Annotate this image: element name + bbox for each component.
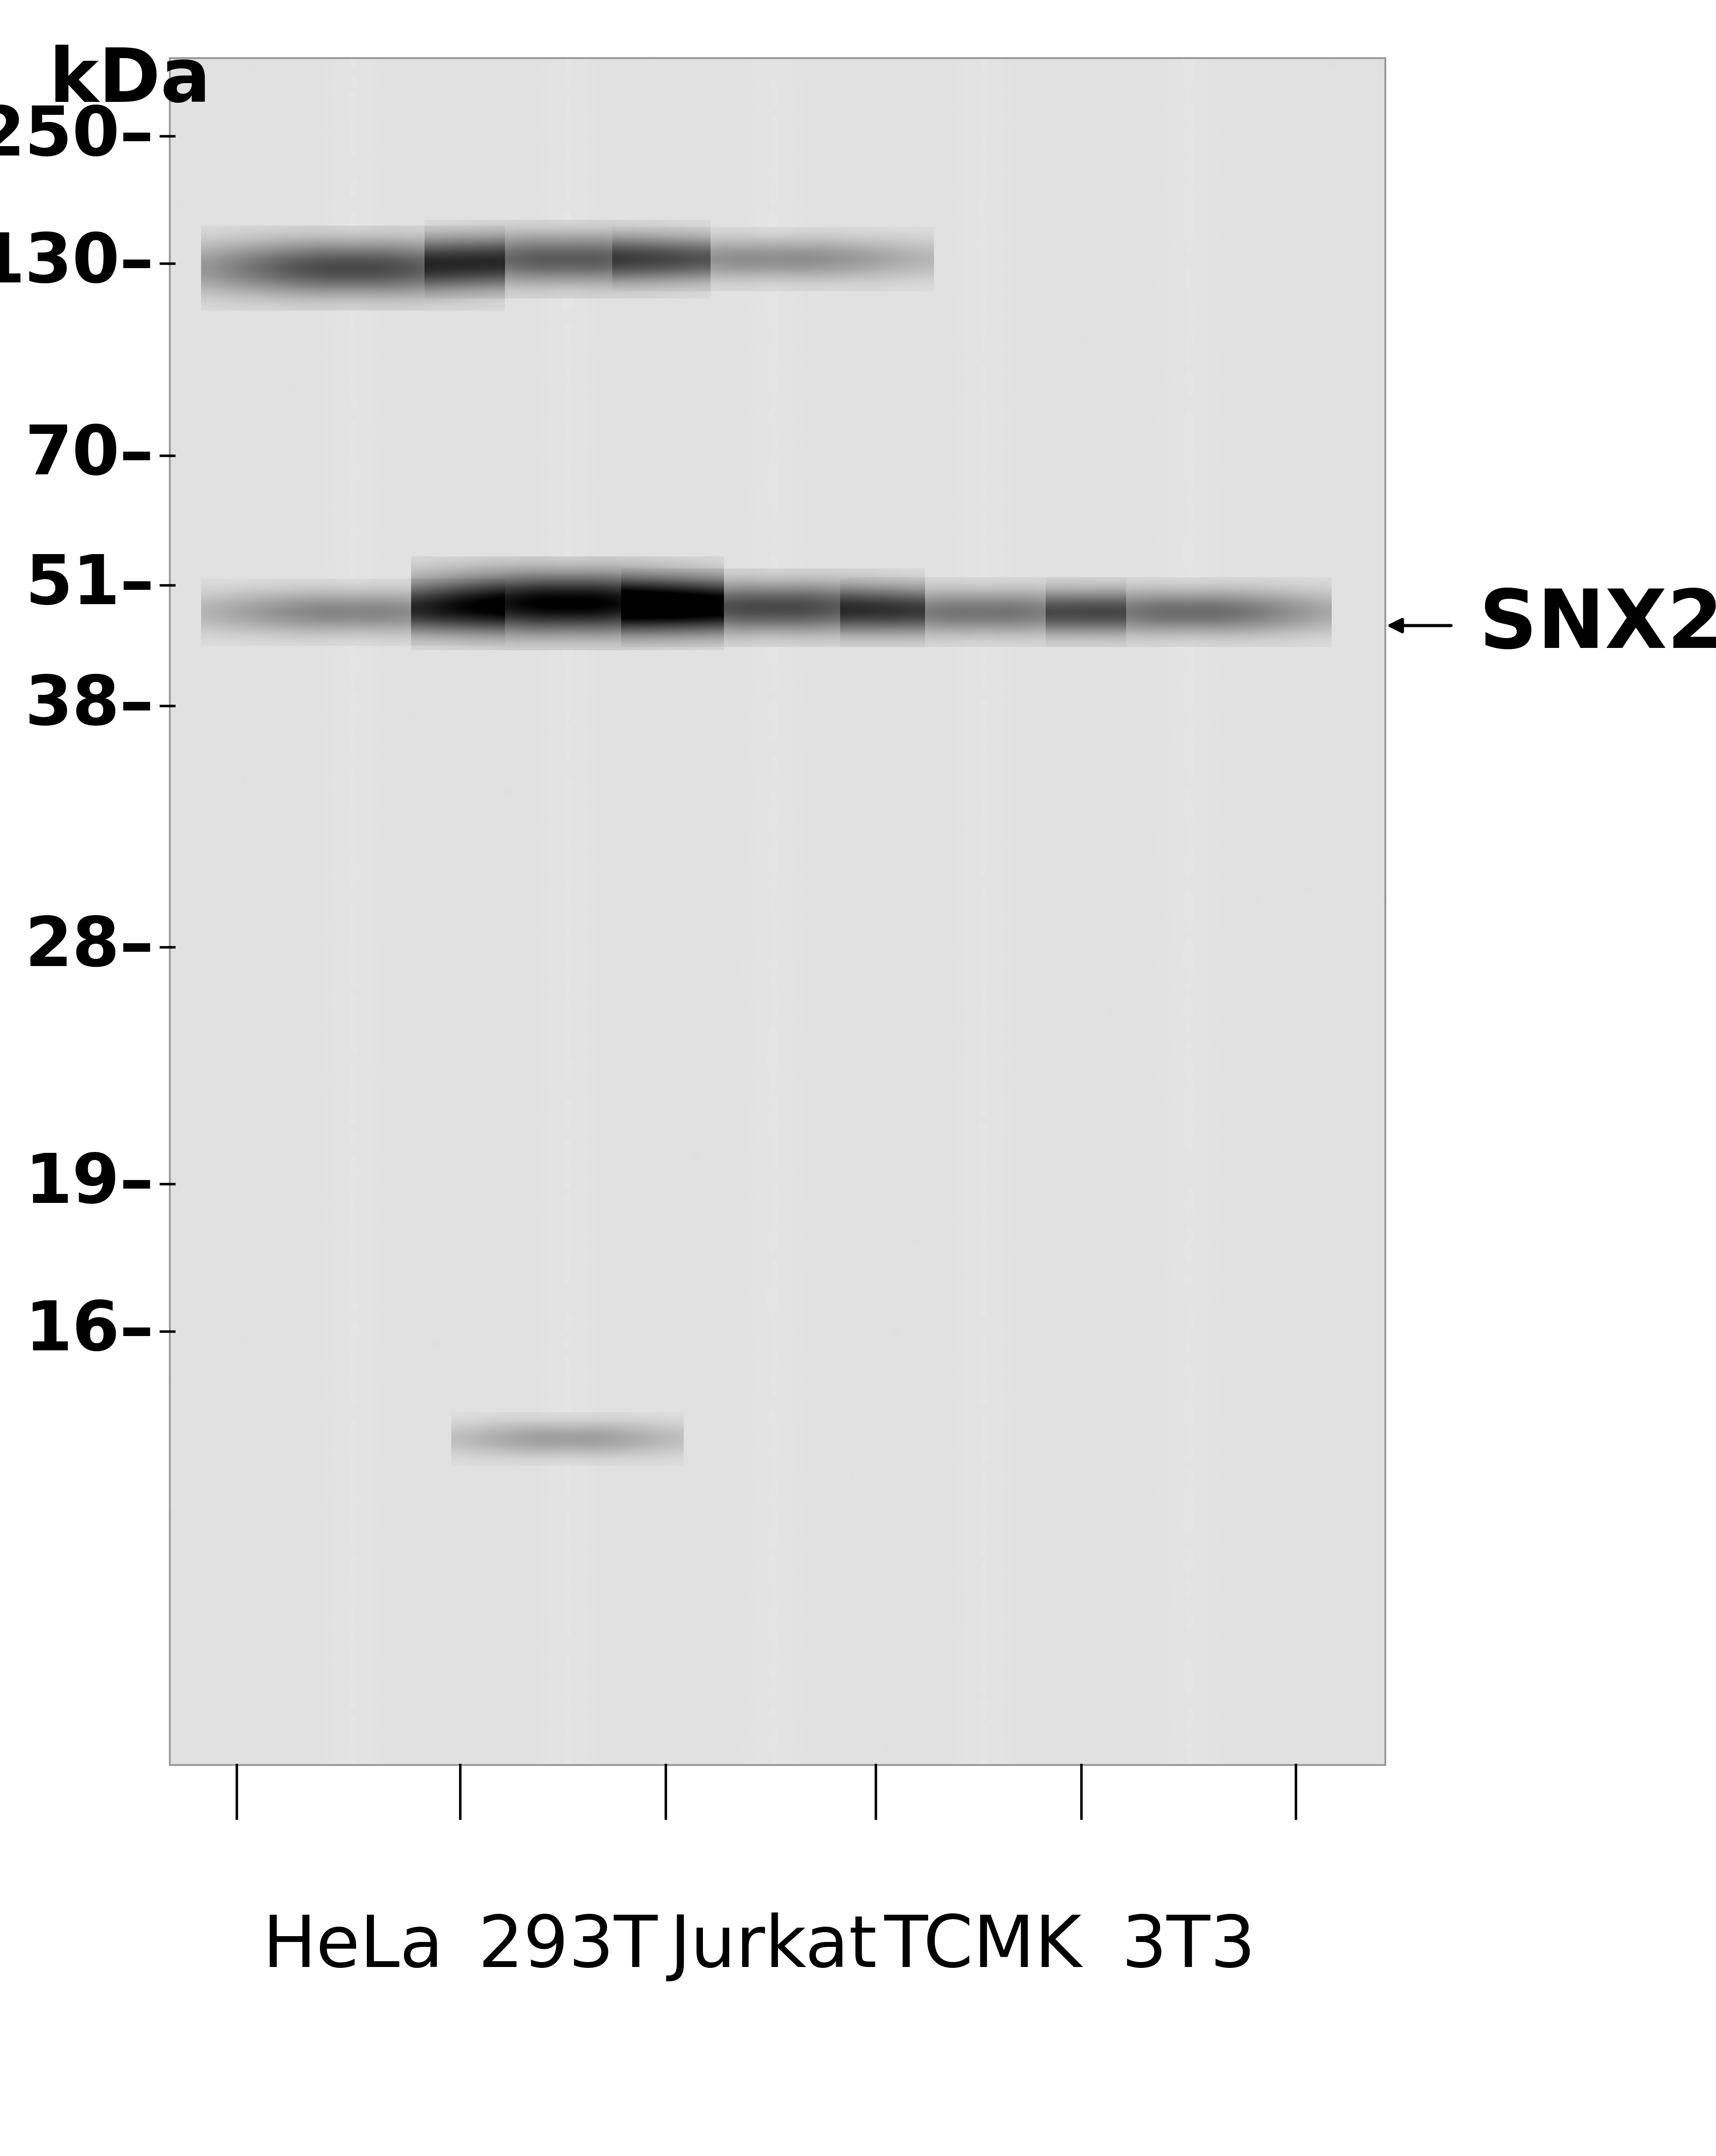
- Text: 3T3: 3T3: [1122, 1912, 1256, 1981]
- Text: 28–: 28–: [26, 914, 154, 981]
- Text: TCMK: TCMK: [884, 1912, 1083, 1981]
- Text: 293T: 293T: [477, 1912, 657, 1981]
- Text: 16–: 16–: [26, 1298, 154, 1365]
- Text: SNX27: SNX27: [1479, 586, 1716, 664]
- Text: HeLa: HeLa: [263, 1912, 443, 1981]
- Text: 250–: 250–: [0, 103, 154, 170]
- Bar: [170, 58, 1385, 1766]
- Text: 130–: 130–: [0, 231, 154, 298]
- Text: 70–: 70–: [26, 423, 154, 489]
- Text: 38–: 38–: [26, 673, 154, 740]
- Text: Jurkat: Jurkat: [669, 1912, 877, 1981]
- Text: kDa: kDa: [50, 45, 211, 119]
- Text: 51–: 51–: [26, 552, 154, 619]
- Text: 19–: 19–: [26, 1151, 154, 1218]
